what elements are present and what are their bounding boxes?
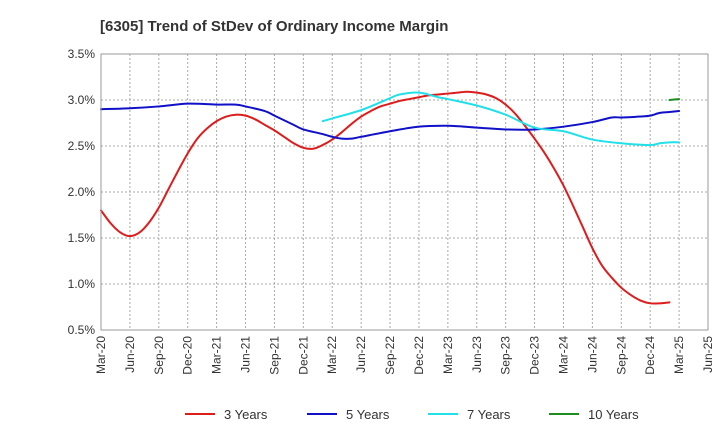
series-line-5-years [100,102,681,140]
x-tick-label: Jun-22 [354,336,368,373]
x-tick-label: Mar-20 [94,336,108,374]
legend-label: 10 Years [588,407,639,422]
x-axis-ticks: Mar-20 Jun-20 Sep-20 Dec-20 Mar-21 Jun-21 Sep-… [94,336,715,375]
series-lines [100,90,681,305]
legend-label: 7 Years [467,407,511,422]
x-tick-label: Jun-23 [470,336,484,373]
y-axis-ticks: 0.5% 1.0% 1.5% 2.0% 2.5% 3.0% 3.5% [68,47,96,337]
x-tick-label: Mar-23 [441,336,455,374]
plot-area-border [100,53,709,331]
x-tick-label: Mar-24 [556,336,570,374]
x-tick-label: Mar-22 [325,336,339,374]
y-tick-label: 3.5% [68,47,96,61]
x-tick-label: Jun-25 [701,336,715,373]
x-tick-label: Sep-23 [499,336,513,375]
series-line-3-years [100,90,671,305]
legend-label: 3 Years [224,407,268,422]
legend-item-5-years: 5 Years [307,407,390,422]
y-tick-label: 0.5% [68,323,96,337]
series-line-7-years [321,91,681,147]
y-tick-label: 3.0% [68,93,96,107]
legend-label: 5 Years [346,407,390,422]
x-tick-label: Dec-24 [643,336,657,375]
series-line-10-years [668,98,681,101]
x-tick-label: Sep-22 [383,336,397,375]
x-tick-label: Jun-24 [585,336,599,373]
legend-item-7-years: 7 Years [428,407,511,422]
legend: 3 Years 5 Years 7 Years 10 Years [185,407,639,422]
x-tick-label: Dec-20 [181,336,195,375]
grid [100,53,709,331]
legend-item-3-years: 3 Years [185,407,268,422]
x-tick-label: Jun-21 [239,336,253,373]
x-tick-label: Sep-20 [152,336,166,375]
x-tick-label: Dec-22 [412,336,426,375]
x-tick-label: Sep-24 [614,336,628,375]
legend-item-10-years: 10 Years [549,407,639,422]
y-tick-label: 1.0% [68,277,96,291]
y-tick-label: 1.5% [68,231,96,245]
x-tick-label: Jun-20 [123,336,137,373]
x-tick-label: Mar-25 [672,336,686,374]
x-tick-label: Dec-21 [296,336,310,375]
y-tick-label: 2.5% [68,139,96,153]
x-tick-label: Dec-23 [528,336,542,375]
x-tick-label: Mar-21 [210,336,224,374]
x-tick-label: Sep-21 [267,336,281,375]
chart-title: [6305] Trend of StDev of Ordinary Income… [100,18,448,35]
y-tick-label: 2.0% [68,185,96,199]
